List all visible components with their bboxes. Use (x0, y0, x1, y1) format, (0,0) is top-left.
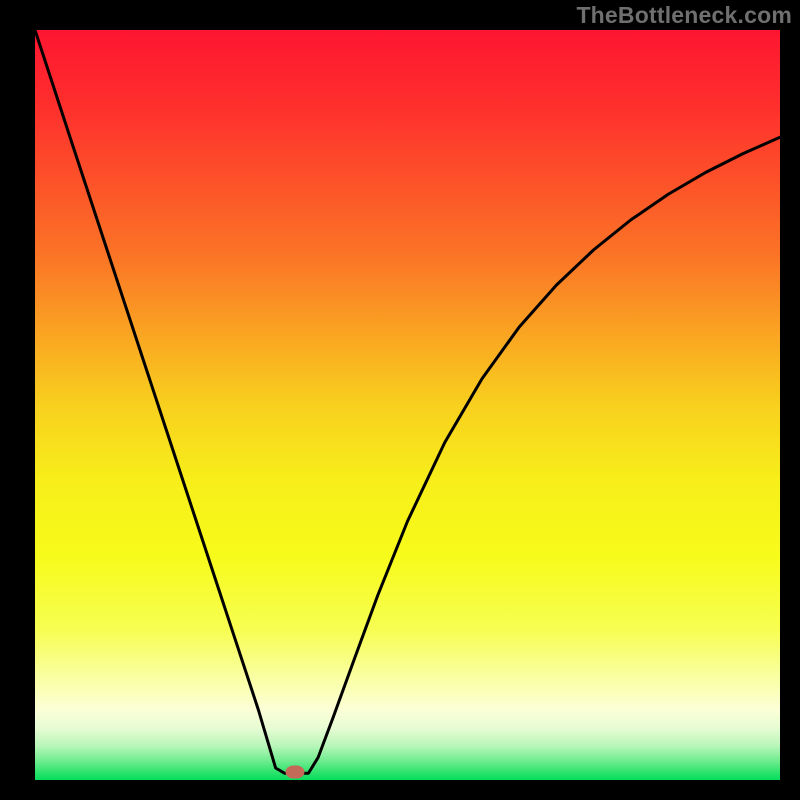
gradient-background (35, 30, 780, 780)
optimal-point-marker (286, 765, 305, 778)
plot-area (35, 30, 780, 780)
chart-frame: TheBottleneck.com (0, 0, 800, 800)
watermark-text: TheBottleneck.com (576, 2, 792, 29)
